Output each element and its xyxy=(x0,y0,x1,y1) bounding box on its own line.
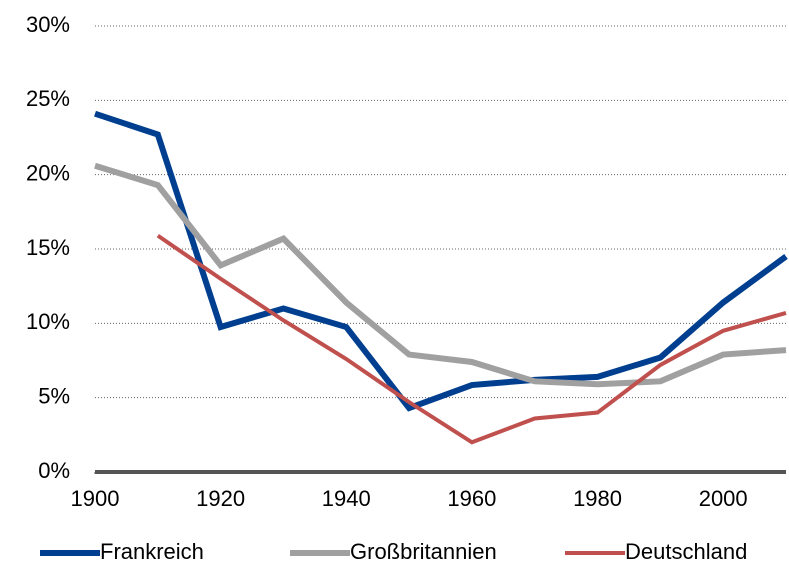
y-tick-label: 30% xyxy=(26,12,70,37)
series-line xyxy=(94,162,787,388)
legend-label: Frankreich xyxy=(100,539,204,564)
y-tick-label: 0% xyxy=(38,458,70,483)
x-tick-label: 2000 xyxy=(699,486,748,511)
y-tick-label: 15% xyxy=(26,235,70,260)
y-tick-label: 20% xyxy=(26,160,70,185)
series-line xyxy=(94,110,788,412)
y-tick-label: 25% xyxy=(26,86,70,111)
series-line xyxy=(156,233,787,445)
x-tick-label: 1980 xyxy=(573,486,622,511)
legend-label: Deutschland xyxy=(625,539,747,564)
legend-label: Großbritannien xyxy=(350,539,497,564)
x-tick-label: 1920 xyxy=(196,486,245,511)
x-tick-label: 1940 xyxy=(322,486,371,511)
x-tick-label: 1900 xyxy=(71,486,120,511)
y-tick-label: 10% xyxy=(26,309,70,334)
y-tick-label: 5% xyxy=(38,383,70,408)
x-tick-label: 1960 xyxy=(447,486,496,511)
